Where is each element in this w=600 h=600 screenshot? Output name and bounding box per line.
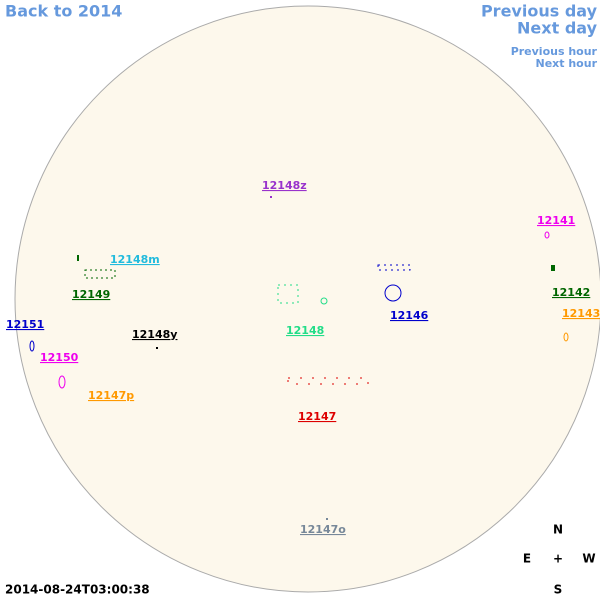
solar-disk [14, 5, 600, 593]
region-label[interactable]: 12147 [298, 410, 336, 423]
region-label[interactable]: 12147o [300, 523, 346, 536]
back-link[interactable]: Back to 2014 [5, 2, 122, 21]
compass-north: N [553, 523, 563, 537]
region-label[interactable]: 12147p [88, 389, 134, 402]
compass-center: + [553, 552, 563, 566]
region-label[interactable]: 12148y [132, 328, 177, 341]
next-hour-link[interactable]: Next hour [536, 57, 598, 70]
previous-hour-link[interactable]: Previous hour [511, 45, 598, 58]
next-day-link[interactable]: Next day [517, 19, 598, 38]
region-label[interactable]: 12149 [72, 288, 110, 301]
region-label[interactable]: 12148 [286, 324, 324, 337]
region-label[interactable]: 12141 [537, 214, 575, 227]
region-label[interactable]: 12151 [6, 318, 44, 331]
previous-day-link[interactable]: Previous day [481, 2, 598, 21]
timestamp: 2014-08-24T03:00:38 [5, 583, 150, 597]
region-label[interactable]: 12143 [562, 307, 600, 320]
region-label[interactable]: 12142 [552, 286, 590, 299]
region-label[interactable]: 12148m [110, 253, 160, 266]
sunspots [29, 196, 569, 520]
region-label[interactable]: 12148z [262, 179, 307, 192]
region-label[interactable]: 12150 [40, 351, 79, 364]
compass-east: E [523, 552, 531, 566]
compass-south: S [554, 583, 563, 597]
compass-west: W [582, 552, 595, 566]
region-label[interactable]: 12146 [390, 309, 429, 322]
